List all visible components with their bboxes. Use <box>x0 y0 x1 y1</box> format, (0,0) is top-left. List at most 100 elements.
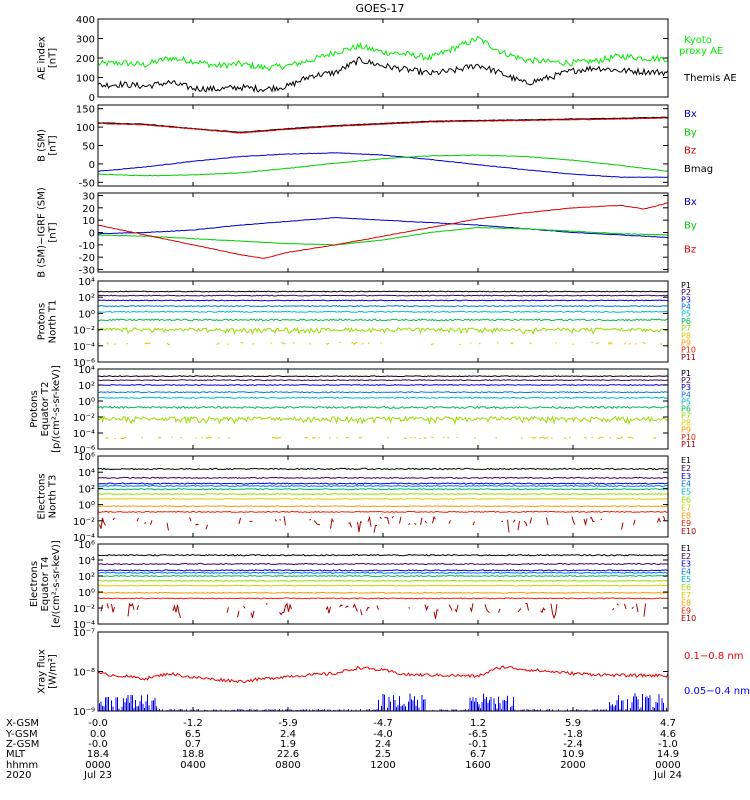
series-line-by <box>98 154 668 177</box>
panel-series <box>98 665 668 711</box>
ephemeris-value: 1200 <box>370 760 395 771</box>
y-tick-label: 10⁰ <box>78 397 95 408</box>
series-line-bz <box>98 202 668 259</box>
legend-entry: P2 <box>681 376 691 385</box>
y-axis-label: B (SM)−IGRF (SM) <box>37 187 48 278</box>
panel-frame <box>97 455 669 538</box>
series-line-p8 <box>106 437 664 439</box>
y-tick-label: 10⁻⁷ <box>73 628 95 639</box>
series-line-e6 <box>98 579 668 582</box>
legend-entry: E3 <box>681 560 691 569</box>
series-line-p4 <box>98 391 668 394</box>
y-axis-label: AE index <box>37 36 48 80</box>
series-line-e2 <box>98 562 668 566</box>
ephemeris-value: -0.0 <box>88 718 108 729</box>
legend-entry: Themis AE <box>683 73 737 84</box>
series-line-p8 <box>98 341 668 346</box>
series-line-p2 <box>98 379 668 382</box>
series-line-e8 <box>98 591 668 594</box>
ephemeris-value: -6.5 <box>468 729 488 740</box>
legend-entry: By <box>684 221 697 232</box>
legend-entry: E2 <box>681 464 691 473</box>
y-tick-label: 10⁻⁶ <box>73 445 95 456</box>
ephemeris-row: Y-GSM 0.0 6.5 2.4 -4.0 -6.5 -1.8 4.6 <box>5 729 676 740</box>
legend-entry: Bx <box>684 197 697 208</box>
series-line-p3 <box>98 384 668 386</box>
series-line-e3 <box>98 482 668 485</box>
y-tick-label: 10⁻⁴ <box>73 620 95 631</box>
ephemeris-row: X-GSM -0.0 -1.2 -5.9 -4.7 1.2 5.9 4.7 <box>6 718 676 729</box>
ephemeris-row-label: X-GSM <box>6 718 39 729</box>
legend-entry: P8 <box>681 419 691 428</box>
y-axis-label: Equator T2 <box>40 382 51 437</box>
y-tick-label: 10⁻⁴ <box>73 429 95 440</box>
series-line-by <box>98 227 668 246</box>
series-line-e5 <box>98 574 668 578</box>
y-axis-label: [nT] <box>48 135 59 155</box>
y-tick-label: 10⁰ <box>78 501 95 512</box>
ephemeris-value: -1.2 <box>183 718 203 729</box>
legend-entry: P11 <box>681 353 696 362</box>
y-tick-label: 10⁰ <box>78 588 95 599</box>
y-axis-label: [p/(cm²-s-sr-keV)] <box>51 365 62 453</box>
ephemeris-value: 5.9 <box>565 718 581 729</box>
ephemeris-value: 1.9 <box>280 739 296 750</box>
ephemeris-value: -4.0 <box>373 729 393 740</box>
series-line-bz <box>98 117 668 134</box>
series-line-0-1-0-8-nm <box>98 665 668 684</box>
series-line-e1 <box>98 467 668 471</box>
legend-entry: E5 <box>681 575 691 584</box>
y-tick-label: 10⁻² <box>73 517 95 528</box>
ephemeris-value: 4.6 <box>660 729 676 740</box>
y-tick-label: 10⁻⁹ <box>73 707 95 718</box>
y-tick-label: 10⁴ <box>78 556 95 567</box>
panel-frame <box>97 280 669 363</box>
ephemeris-value: 4.7 <box>660 718 676 729</box>
legend-entry: P9 <box>681 426 691 435</box>
series-line-themis-ae <box>98 56 668 93</box>
ephemeris-value: 2.4 <box>280 729 296 740</box>
series-line-e10 <box>101 603 668 619</box>
y-axis-label: [nT] <box>48 48 59 68</box>
y-axis-label: Protons <box>37 303 48 340</box>
y-tick-label: 10⁰ <box>78 309 95 320</box>
legend: Bx By Bz Bmag <box>684 109 713 175</box>
ephemeris-value: 0.0 <box>90 729 106 740</box>
series-line-e8 <box>98 505 668 508</box>
y-tick-label: 10² <box>78 484 95 495</box>
ephemeris-value: -2.4 <box>563 739 583 750</box>
ephemeris-value: 2.5 <box>375 749 391 760</box>
legend-entry: P1 <box>681 369 691 378</box>
ephemeris-value: 6.7 <box>470 749 486 760</box>
ephemeris-row-label: hhmm <box>6 760 38 771</box>
legend-entry: proxy AE <box>679 46 723 57</box>
series-line-e7 <box>98 584 668 587</box>
legend-entry: E8 <box>681 599 691 608</box>
legend-entry: P10 <box>681 346 696 355</box>
panel-series <box>98 467 668 533</box>
legend-entry: E4 <box>681 567 691 576</box>
y-tick-label: 10⁴ <box>78 277 95 288</box>
series-line-e3 <box>98 569 668 572</box>
series-line-p3 <box>98 299 668 302</box>
ephemeris-value: -4.7 <box>373 718 393 729</box>
ephemeris-value: 10.9 <box>562 749 584 760</box>
legend-entry: E8 <box>681 511 691 520</box>
legend-entry: P11 <box>681 440 696 449</box>
series-line-e4 <box>98 484 668 488</box>
ephemeris-row: Z-GSM -0.0 0.7 1.9 2.4 -0.1 -2.4 -1.0 <box>6 739 678 750</box>
y-tick-label: 10² <box>78 293 95 304</box>
legend-entry: By <box>684 127 697 138</box>
y-axis-label: North T3 <box>48 475 59 519</box>
legend-entry: E2 <box>681 552 691 561</box>
y-tick-label: 0 <box>89 93 95 104</box>
legend-entry: P9 <box>681 338 691 347</box>
panel-xray: 10⁻⁷ 10⁻⁸ 10⁻⁹ Xray flux [W/m²] 0.1−0.8 nm 0.0… <box>37 628 750 718</box>
legend-entry: E6 <box>681 496 691 505</box>
